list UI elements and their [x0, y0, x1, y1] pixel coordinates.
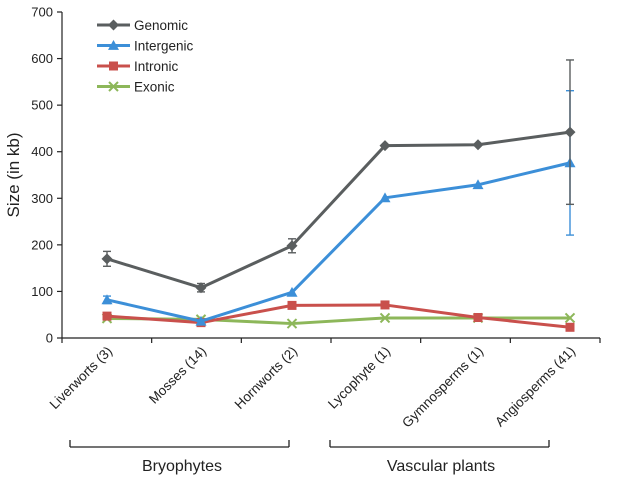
y-tick-label: 500	[31, 98, 53, 113]
data-point	[473, 313, 483, 323]
x-tick-label: Gymnosperms (1)	[399, 344, 486, 431]
data-point	[101, 253, 113, 265]
series-layer	[101, 59, 576, 332]
data-point	[565, 322, 575, 332]
x-marker-stroke	[286, 318, 298, 329]
data-point	[102, 311, 112, 321]
data-point	[379, 192, 391, 203]
y-tick-label: 200	[31, 237, 53, 252]
x-tick-label: Liverworts (3)	[47, 344, 115, 412]
legend-label: Genomic	[134, 18, 188, 33]
legend: Genomic Intergenic Intronic Exonic	[97, 18, 194, 95]
y-tick-label: 700	[31, 5, 53, 20]
series-intergenic	[101, 90, 576, 326]
x-marker-stroke	[379, 312, 391, 324]
category-groups: Bryophytes Vascular plants	[69, 440, 550, 475]
data-point	[564, 126, 576, 138]
y-axis-label: Size (in kb)	[4, 132, 23, 217]
legend-marker	[108, 19, 119, 31]
data-point	[286, 318, 298, 329]
data-point	[195, 282, 207, 294]
axes: 0 100 200 300 400 500 600 700 Liverworts (3) Moss…	[4, 5, 601, 431]
y-tick-label: 300	[31, 191, 53, 206]
series-line	[106, 161, 571, 323]
group-label: Vascular plants	[387, 458, 495, 475]
data-point	[195, 315, 207, 326]
data-point	[286, 286, 298, 297]
data-point	[379, 312, 391, 324]
legend-marker	[108, 40, 119, 50]
legend-label: Intronic	[134, 59, 179, 74]
y-tick-label: 0	[46, 331, 53, 346]
data-point	[101, 294, 113, 305]
x-marker-stroke	[564, 312, 576, 324]
data-point	[380, 300, 390, 310]
data-point	[472, 179, 484, 190]
group-bracket	[69, 440, 290, 448]
data-point	[472, 139, 484, 151]
legend-label: Intergenic	[134, 39, 194, 54]
data-point	[379, 140, 391, 152]
legend-item: Intronic	[97, 59, 179, 74]
legend-marker	[109, 61, 118, 71]
legend-marker	[108, 81, 119, 92]
series-line	[106, 303, 571, 329]
x-marker-stroke	[108, 81, 119, 92]
y-tick-label: 600	[31, 51, 53, 66]
series-line	[106, 130, 571, 290]
legend-item: Exonic	[97, 80, 175, 95]
data-point	[564, 312, 576, 324]
legend-item: Intergenic	[97, 39, 194, 54]
y-tick-label: 400	[31, 144, 53, 159]
legend-label: Exonic	[134, 80, 175, 95]
group-bracket	[329, 440, 550, 448]
x-tick-label: Lycophyte (1)	[325, 344, 393, 412]
x-tick-label: Hornworts (2)	[232, 344, 300, 412]
data-point	[286, 240, 298, 252]
series-genomic	[101, 59, 576, 294]
legend-item: Genomic	[97, 18, 188, 33]
y-tick-label: 100	[31, 284, 53, 299]
x-tick-label: Angiosperms (41)	[492, 344, 578, 430]
data-point	[287, 300, 297, 310]
group-label: Bryophytes	[142, 458, 222, 475]
x-tick-label: Mosses (14)	[146, 344, 209, 407]
